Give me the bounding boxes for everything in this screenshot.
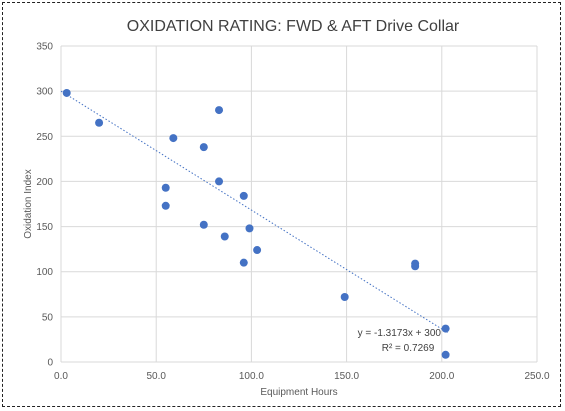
y-tick-label: 350 <box>36 42 53 53</box>
trendline-r-squared: R² = 0.7269 <box>382 343 435 354</box>
y-tick-label: 100 <box>36 267 53 278</box>
data-point <box>340 292 349 301</box>
trendline-equation: y = -1.3173x + 300 <box>358 328 442 339</box>
data-point <box>220 232 229 241</box>
x-tick-label: 0.0 <box>54 371 68 382</box>
data-point <box>199 143 208 152</box>
data-point <box>161 183 170 192</box>
data-point <box>95 118 104 127</box>
data-points <box>62 88 450 359</box>
chart-title: OXIDATION RATING: FWD & AFT Drive Collar <box>127 18 460 35</box>
data-point <box>239 258 248 267</box>
data-point <box>253 246 262 255</box>
trendline-path <box>60 90 448 334</box>
x-axis-title: Equipment Hours <box>260 387 337 398</box>
tick-labels: 0 50 100 150 200 250 300 350 0.0 50.0 100.0 150.0 20… <box>36 42 550 383</box>
x-tick-label: 100.0 <box>239 371 264 382</box>
data-point <box>215 177 224 186</box>
gridlines <box>60 45 538 363</box>
data-point <box>239 191 248 200</box>
x-tick-label: 250.0 <box>524 371 549 382</box>
y-tick-label: 150 <box>36 222 53 233</box>
data-point <box>161 201 170 210</box>
x-tick-label: 50.0 <box>146 371 166 382</box>
trendline <box>60 90 448 334</box>
data-point <box>199 220 208 229</box>
chart-frame: OXIDATION RATING: FWD & AFT Drive Collar… <box>2 2 561 407</box>
data-point <box>441 350 450 359</box>
data-point <box>411 262 420 271</box>
x-tick-label: 200.0 <box>429 371 454 382</box>
data-point <box>215 106 224 115</box>
data-point <box>169 134 178 143</box>
x-tick-label: 150.0 <box>334 371 359 382</box>
data-point <box>62 88 71 97</box>
y-tick-label: 250 <box>36 132 53 143</box>
y-tick-label: 50 <box>42 312 54 323</box>
y-tick-label: 0 <box>47 358 53 369</box>
y-axis-title: Oxidation Index <box>23 169 34 239</box>
scatter-chart: OXIDATION RATING: FWD & AFT Drive Collar… <box>23 18 550 398</box>
data-point <box>245 224 254 233</box>
y-tick-label: 300 <box>36 87 53 98</box>
y-tick-label: 200 <box>36 177 53 188</box>
data-point <box>441 324 450 333</box>
